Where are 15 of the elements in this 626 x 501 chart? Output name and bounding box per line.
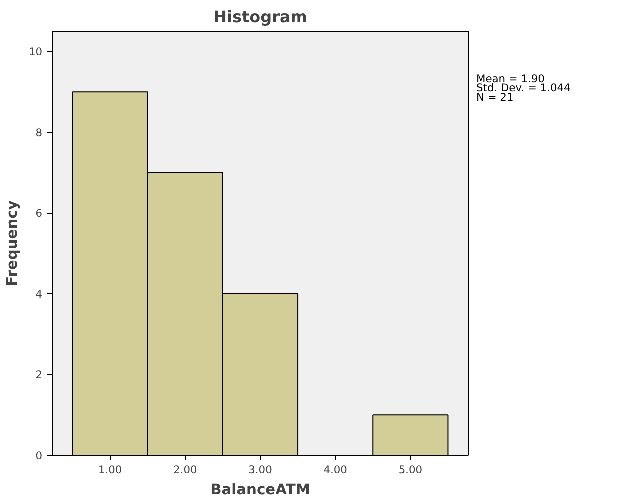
x-tick-label: 5.00: [398, 464, 423, 476]
y-tick-label: 8: [36, 126, 43, 140]
y-tick-label: 6: [36, 207, 43, 220]
y-axis-title: Frequency: [4, 200, 21, 286]
x-tick-label: 4.00: [324, 464, 348, 476]
y-tick-label: 0: [36, 450, 43, 462]
x-tick-label: 3.00: [248, 464, 273, 476]
text: N = 21: [476, 91, 514, 104]
x-axis-title: BalanceATM: [210, 482, 310, 498]
y-tick-label: 2: [36, 368, 42, 382]
chart-title: Histogram: [214, 8, 308, 26]
x-tick-label: 1.00: [98, 464, 122, 476]
x-tick-label: 2.00: [174, 464, 198, 476]
y-tick-label: 4: [36, 288, 43, 301]
y-tick-label: 10: [28, 46, 43, 59]
